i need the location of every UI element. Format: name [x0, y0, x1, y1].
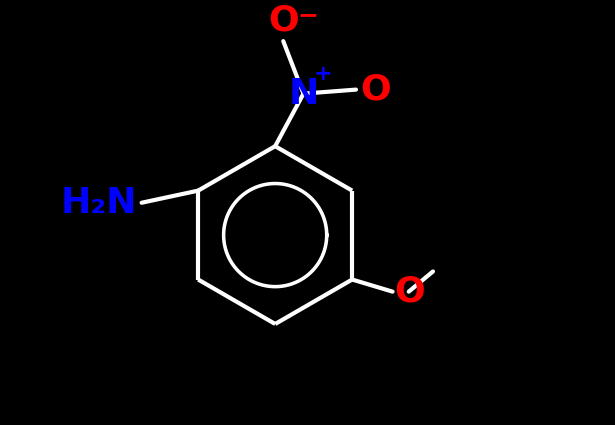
Text: O: O — [395, 275, 426, 309]
Text: +: + — [314, 64, 332, 84]
Text: −: − — [298, 3, 319, 27]
Text: H₂N: H₂N — [61, 186, 138, 220]
Text: O: O — [360, 73, 391, 107]
Text: N: N — [288, 76, 319, 110]
Text: O: O — [268, 3, 299, 37]
